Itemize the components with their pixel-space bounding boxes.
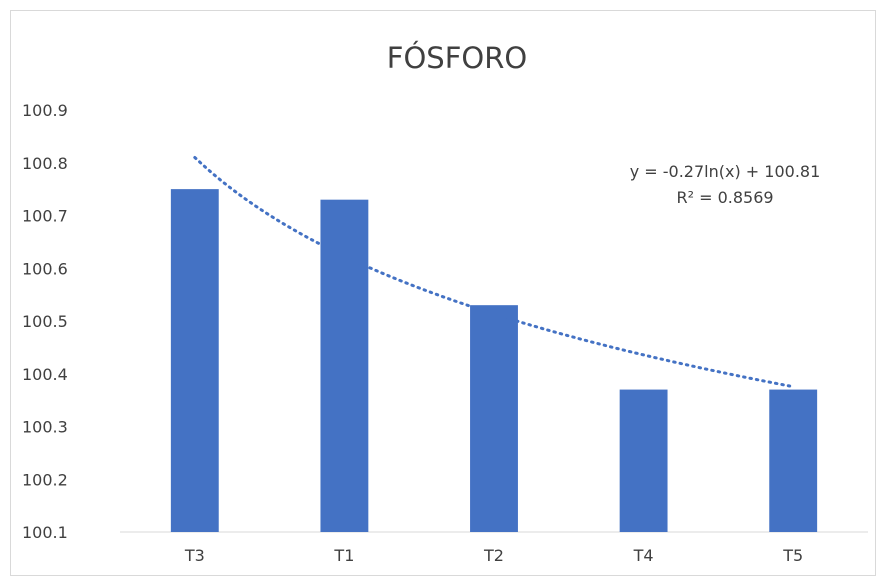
x-tick-label: T1: [333, 546, 354, 565]
y-tick-label: 100.3: [22, 418, 68, 437]
trendline-r-squared: R² = 0.8569: [676, 188, 773, 207]
x-tick-label: T2: [483, 546, 504, 565]
y-tick-label: 100.8: [22, 154, 68, 173]
y-tick-label: 100.4: [22, 365, 68, 384]
y-tick-label: 100.2: [22, 470, 68, 489]
x-tick-label: T3: [184, 546, 205, 565]
x-tick-label: T5: [782, 546, 803, 565]
bar-t4: [619, 389, 668, 532]
x-tick-label: T4: [633, 546, 654, 565]
bars: [170, 189, 818, 533]
y-tick-label: 100.7: [22, 207, 68, 226]
x-axis: T3 T1 T2 T4 T5: [184, 546, 803, 565]
y-tick-label: 100.6: [22, 259, 68, 278]
bar-t2: [470, 305, 518, 532]
bar-t3: [170, 189, 219, 532]
y-tick-label: 100.5: [22, 312, 68, 331]
trendline-equation: y = -0.27ln(x) + 100.81: [630, 162, 821, 181]
trendline: [193, 155, 795, 389]
bar-t5: [769, 389, 818, 532]
chart-frame: [10, 10, 876, 576]
chart-title: FÓSFORO: [387, 41, 527, 75]
y-axis: 100.1 100.2 100.3 100.4 100.5 100.6 100.7 100.8…: [22, 101, 68, 542]
y-tick-label: 100.1: [22, 523, 68, 542]
y-tick-label: 100.9: [22, 101, 68, 120]
bar-t1: [320, 199, 369, 533]
